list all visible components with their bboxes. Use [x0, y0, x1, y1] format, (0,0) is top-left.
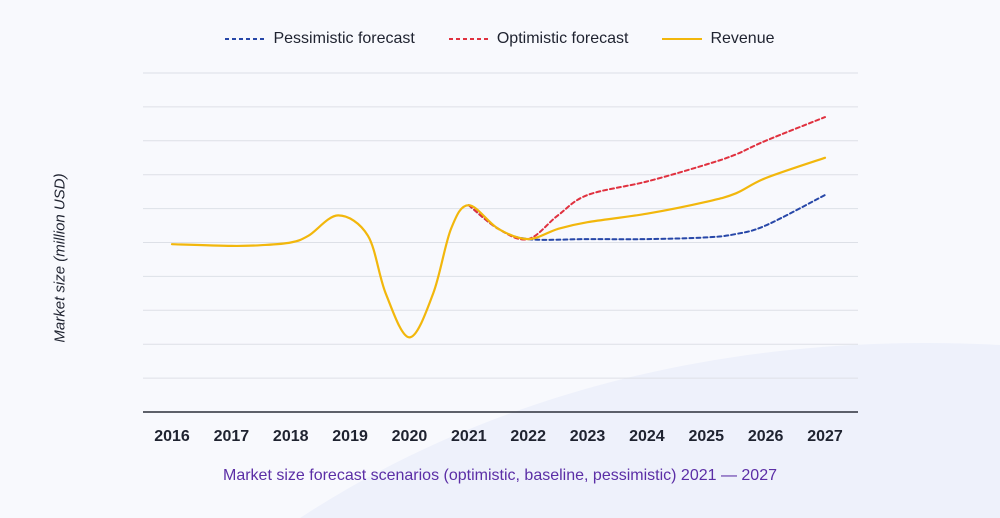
x-tick-label: 2016	[154, 428, 190, 445]
grid-lines	[143, 72, 858, 379]
x-tick-label: 2019	[332, 428, 368, 445]
series-line-pessimistic	[467, 194, 826, 241]
x-tick-label: 2023	[570, 428, 606, 445]
x-tick-labels: 2016 2017 2018 2019 2020 2021 2022 2023 2024 2025…	[154, 428, 843, 445]
legend-swatch-optimistic	[448, 38, 489, 40]
x-tick-label: 2026	[748, 428, 784, 445]
chart-caption: Market size forecast scenarios (optimist…	[223, 467, 777, 484]
x-tick-label: 2025	[688, 428, 724, 445]
x-tick-label: 2021	[451, 428, 487, 445]
legend-label-optimistic: Optimistic forecast	[496, 30, 629, 47]
legend-swatch-revenue	[662, 38, 703, 40]
legend-label-revenue: Revenue	[710, 30, 775, 47]
legend-swatch-pessimistic	[225, 38, 266, 40]
legend-item-optimistic: Optimistic forecast	[448, 30, 629, 48]
y-axis-label: Market size (million USD)	[51, 173, 69, 343]
series-lines	[170, 116, 827, 339]
legend-label-pessimistic: Pessimistic forecast	[273, 30, 415, 47]
series-line-optimistic	[467, 116, 826, 241]
series-line-revenue	[170, 156, 827, 339]
chart-legend: Pessimistic forecast Optimistic forecast…	[0, 30, 1000, 48]
x-tick-label: 2020	[392, 428, 428, 445]
legend-item-pessimistic: Pessimistic forecast	[225, 30, 415, 48]
x-tick-label: 2018	[273, 428, 309, 445]
x-tick-label: 2022	[510, 428, 546, 445]
x-tick-label: 2017	[214, 428, 250, 445]
legend-item-revenue: Revenue	[662, 30, 775, 48]
x-tick-label: 2024	[629, 428, 665, 445]
x-tick-label: 2027	[807, 428, 843, 445]
